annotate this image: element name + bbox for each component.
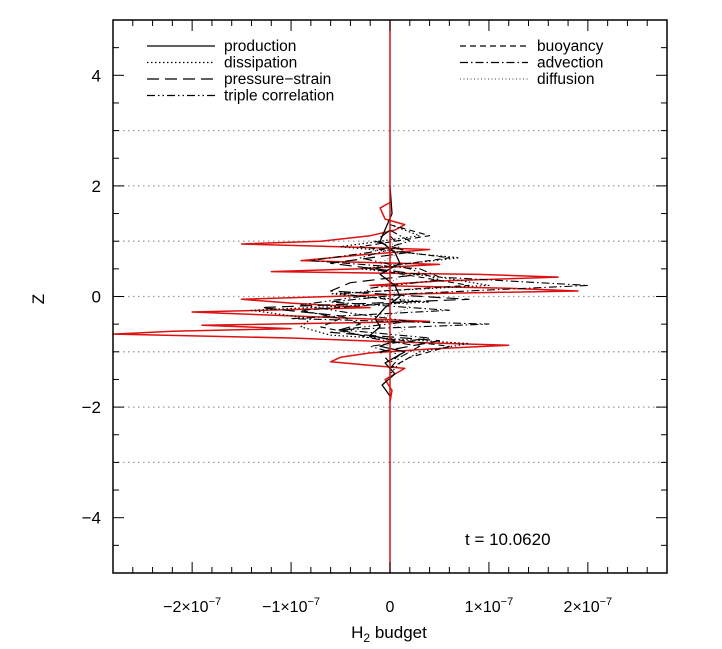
legend-item: buoyancy: [460, 38, 604, 55]
y-tick-label: 0: [92, 288, 101, 307]
legend-label: pressure−strain: [224, 71, 331, 88]
axis-ticks: [112, 19, 668, 574]
legend-item: advection: [460, 55, 603, 72]
legend-label: triple correlation: [224, 88, 334, 105]
legend-label: production: [224, 38, 296, 55]
series-lines: [112, 185, 589, 402]
legend-label: buoyancy: [537, 38, 604, 55]
time-annotation: t = 10.0620: [465, 530, 551, 549]
y-axis-label: Z: [29, 294, 48, 304]
legend-label: diffusion: [537, 71, 594, 88]
x-tick-label: 1×10−7: [465, 596, 514, 616]
series-pressure-strain: [260, 229, 470, 364]
y-tick-label: −4: [82, 509, 101, 528]
series-triple-correlation: [300, 235, 441, 364]
y-tick-label: −2: [82, 398, 101, 417]
legend-item: pressure−strain: [147, 71, 331, 88]
x-axis-label-sub: 2: [363, 631, 370, 645]
legend-item: dissipation: [147, 55, 297, 72]
x-axis-label-rest: budget: [370, 623, 427, 642]
x-tick-label: −1×10−7: [262, 596, 320, 616]
series-red: [112, 201, 579, 402]
legend-item: triple correlation: [147, 88, 334, 105]
x-tick-label: 0: [386, 599, 395, 616]
legend-label: dissipation: [224, 55, 297, 72]
y-tick-label: 4: [92, 66, 101, 85]
x-axis-label-main: H: [351, 623, 363, 642]
x-axis-label: H2 budget: [351, 623, 427, 645]
tick-labels: 4 2 0 −2 −4 −2×10−7 −1×10−7 0 1×10−7 2×10−7: [82, 66, 613, 616]
series-diffusion: [379, 240, 411, 353]
legend-label: advection: [537, 55, 603, 72]
legend: productiondissipationpressure−straintrip…: [147, 38, 604, 105]
legend-item: diffusion: [460, 71, 594, 88]
x-tick-label: 2×10−7: [564, 596, 613, 616]
series-advection: [290, 229, 589, 369]
series-production: [369, 185, 406, 397]
legend-item: production: [147, 38, 296, 55]
y-tick-label: 2: [92, 177, 101, 196]
x-tick-label: −2×10−7: [163, 596, 221, 616]
